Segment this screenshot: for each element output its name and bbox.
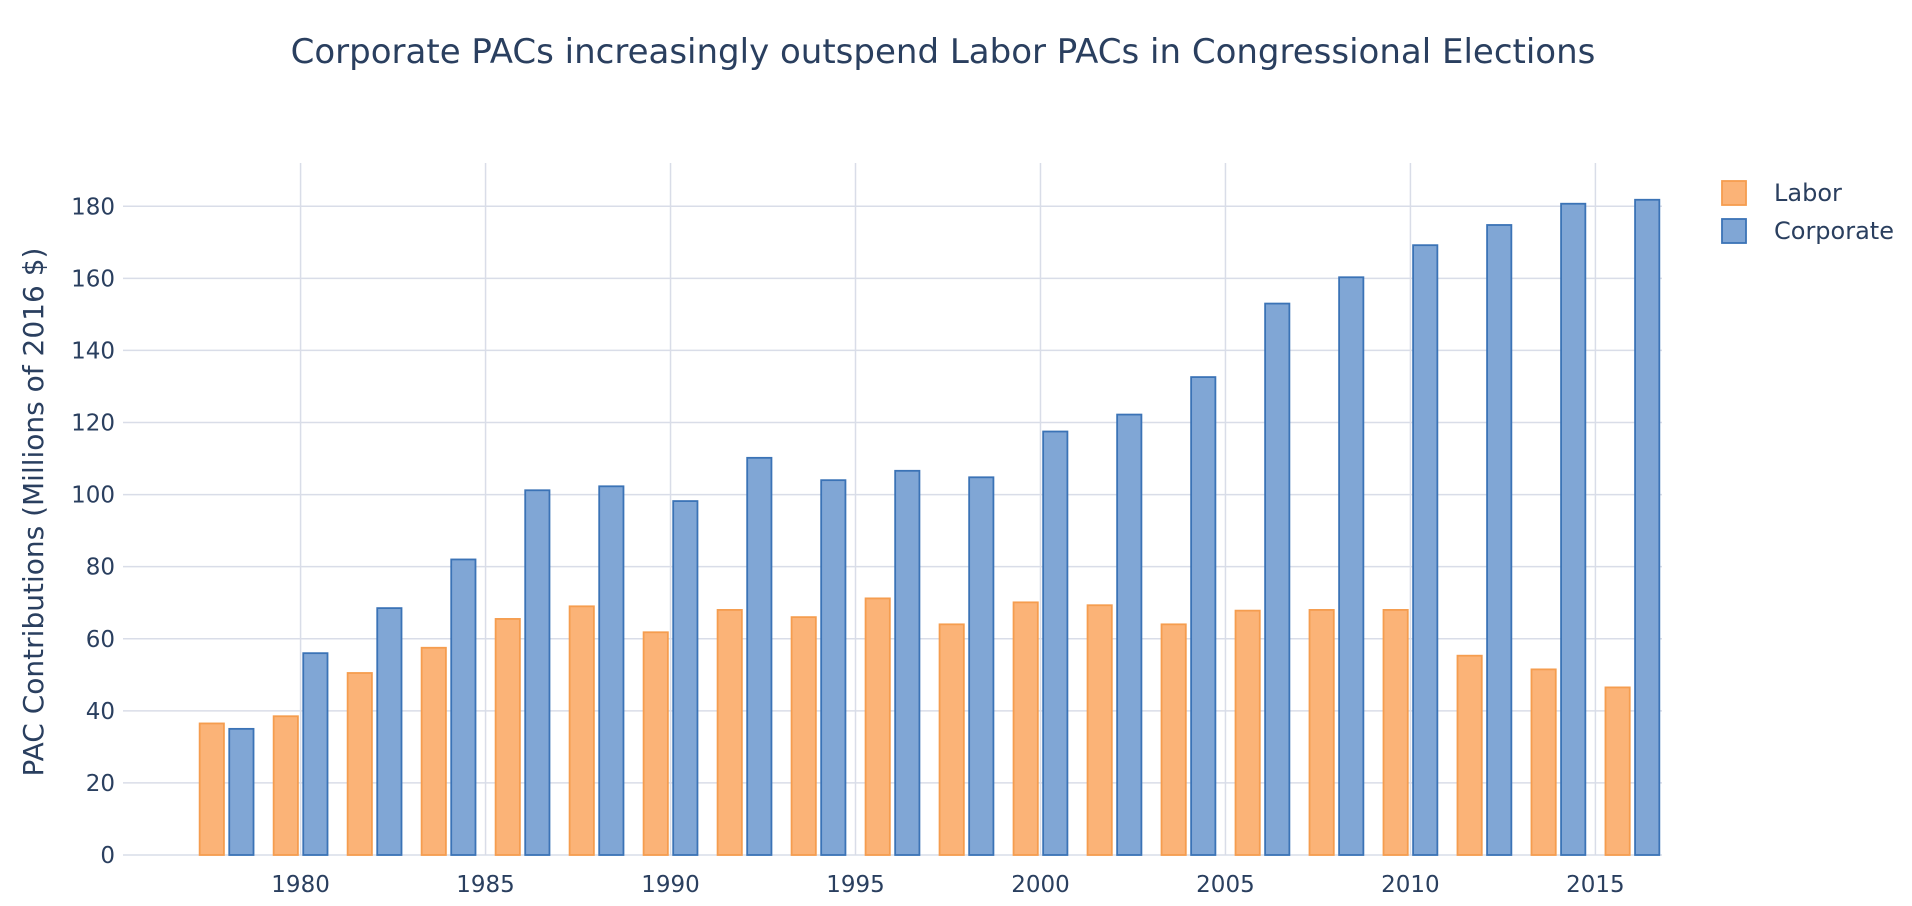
x-axis-ticks: 1980 1985 1990 1995 2000 2005 2010 2015 [271, 872, 1624, 898]
bar-labor-1992[interactable] [716, 609, 743, 856]
bar-labor-2000[interactable] [1012, 601, 1039, 856]
bar-labor-1980[interactable] [272, 715, 299, 856]
y-tick-label: 160 [71, 266, 115, 292]
bar-corporate-2014[interactable] [1560, 202, 1587, 856]
bar-corporate-2016[interactable] [1634, 198, 1661, 856]
bar-corporate-1982[interactable] [376, 607, 403, 856]
x-tick-label: 2015 [1566, 872, 1625, 898]
x-tick-label: 1990 [641, 872, 700, 898]
bar-labor-1984[interactable] [420, 646, 447, 856]
legend[interactable]: Labor Corporate [1721, 179, 1894, 245]
bar-labor-2010[interactable] [1382, 609, 1409, 856]
y-axis-ticks: 0 20 40 60 80 100 120 140 160 180 [71, 194, 115, 869]
y-tick-label: 60 [86, 627, 115, 653]
grid [123, 163, 1662, 856]
x-tick-label: 2000 [1011, 872, 1070, 898]
y-tick-label: 140 [71, 338, 115, 364]
y-tick-label: 180 [71, 194, 115, 220]
bar-labor-1994[interactable] [790, 616, 817, 856]
legend-label-labor[interactable]: Labor [1774, 179, 1842, 207]
bar-labor-1978[interactable] [198, 722, 225, 856]
bar-labor-1998[interactable] [938, 623, 965, 856]
bar-corporate-2000[interactable] [1042, 430, 1069, 856]
bar-corporate-1992[interactable] [746, 456, 773, 856]
x-tick-label: 1995 [826, 872, 885, 898]
chart-title: Corporate PACs increasingly outspend Lab… [291, 32, 1596, 72]
bar-labor-2014[interactable] [1530, 668, 1557, 856]
bar-labor-1982[interactable] [346, 672, 373, 856]
bar-corporate-1988[interactable] [598, 485, 625, 856]
bar-labor-1990[interactable] [642, 631, 669, 856]
y-tick-label: 120 [71, 411, 115, 437]
bar-corporate-1994[interactable] [820, 479, 847, 856]
bar-corporate-2002[interactable] [1116, 413, 1143, 856]
x-tick-label: 2010 [1381, 872, 1440, 898]
legend-item-labor[interactable]: Labor [1721, 179, 1842, 207]
bar-labor-2008[interactable] [1308, 609, 1335, 856]
x-tick-label: 2005 [1196, 872, 1255, 898]
legend-swatch-corporate[interactable] [1721, 218, 1747, 244]
legend-item-corporate[interactable]: Corporate [1721, 217, 1894, 245]
bar-labor-2006[interactable] [1234, 609, 1261, 856]
y-axis-label: PAC Contributions (Millions of 2016 $) [17, 248, 50, 777]
x-tick-label: 1980 [271, 872, 330, 898]
bar-corporate-2006[interactable] [1264, 302, 1291, 856]
bar-corporate-1986[interactable] [524, 489, 551, 856]
y-tick-label: 80 [86, 555, 115, 581]
bar-labor-1986[interactable] [494, 618, 521, 856]
x-tick-label: 1985 [456, 872, 515, 898]
bar-corporate-1990[interactable] [672, 500, 699, 856]
y-tick-label: 40 [86, 699, 115, 725]
bar-labor-2004[interactable] [1160, 623, 1187, 856]
bar-corporate-2004[interactable] [1190, 376, 1217, 856]
bar-labor-2012[interactable] [1456, 654, 1483, 856]
bars [198, 198, 1661, 856]
y-tick-label: 100 [71, 483, 115, 509]
bar-corporate-1978[interactable] [228, 727, 255, 856]
bar-labor-1996[interactable] [864, 597, 891, 856]
bar-corporate-2012[interactable] [1486, 224, 1513, 856]
bar-corporate-1996[interactable] [894, 469, 921, 856]
legend-swatch-labor[interactable] [1721, 180, 1747, 206]
bar-labor-2016[interactable] [1604, 686, 1631, 856]
y-tick-label: 0 [100, 843, 115, 869]
bar-labor-1988[interactable] [568, 605, 595, 856]
bar-corporate-1984[interactable] [450, 558, 477, 856]
bar-labor-2002[interactable] [1086, 604, 1113, 856]
bar-corporate-2008[interactable] [1338, 276, 1365, 856]
bar-corporate-1980[interactable] [302, 652, 329, 856]
bar-corporate-2010[interactable] [1412, 244, 1439, 856]
bar-corporate-1998[interactable] [968, 476, 995, 856]
legend-label-corporate[interactable]: Corporate [1774, 217, 1894, 245]
y-tick-label: 20 [86, 771, 115, 797]
